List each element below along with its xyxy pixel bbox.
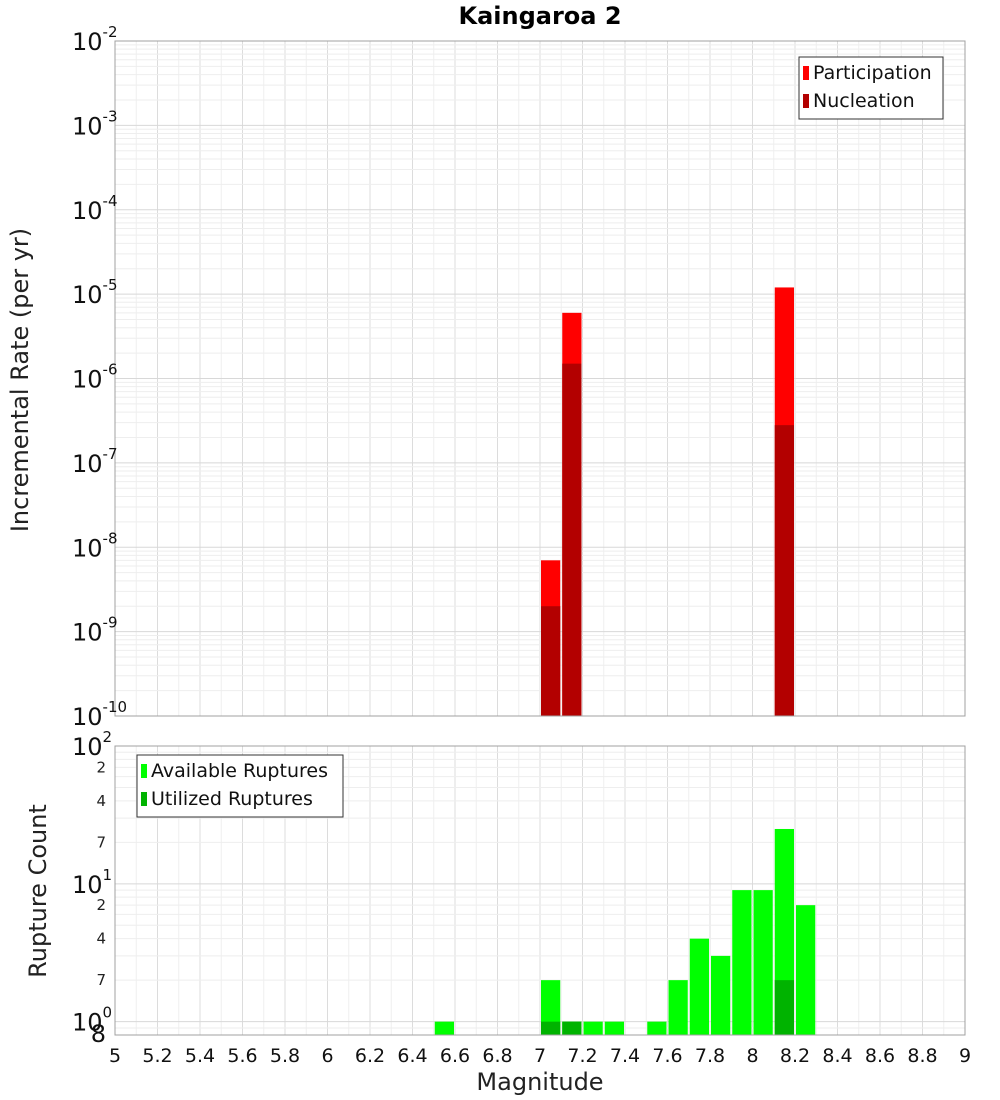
x-tick-label: 8.6	[865, 1045, 895, 1067]
x-tick-label: 6.6	[440, 1045, 470, 1067]
bar-available-ruptures-12	[796, 905, 816, 1035]
y-bottom-label: 8	[91, 1020, 106, 1048]
x-tick-label: 7.4	[610, 1045, 640, 1067]
legend: Available Ruptures Utilized Ruptures	[136, 754, 344, 818]
bar-available-ruptures-10	[753, 890, 773, 1035]
bar-available-ruptures-3	[583, 1021, 603, 1035]
y-tick-label: 10-9	[72, 614, 118, 647]
bar-utilized-ruptures-2	[774, 980, 794, 1035]
legend-swatch	[141, 764, 147, 778]
x-tick-label: 5.4	[185, 1045, 215, 1067]
legend-label: Available Ruptures	[151, 760, 328, 782]
y-tick-label: 10-2	[72, 23, 118, 56]
y-minor-tick-label: 2	[96, 896, 106, 914]
x-tick-label: 7.8	[695, 1045, 725, 1067]
x-tick-label: 8.8	[907, 1045, 937, 1067]
legend-swatch	[803, 66, 809, 80]
legend-swatch	[803, 94, 809, 108]
y-tick-label: 10-4	[72, 192, 118, 225]
y-tick-label: 10-3	[72, 107, 118, 140]
x-tick-label: 5.6	[227, 1045, 257, 1067]
x-tick-label: 5.2	[142, 1045, 172, 1067]
y-minor-tick-label: 4	[96, 930, 106, 948]
bar-nucleation-2	[774, 425, 794, 716]
x-tick-label: 6.8	[482, 1045, 512, 1067]
chart-title: Kaingaroa 2	[458, 2, 621, 30]
x-tick-label: 9	[959, 1045, 971, 1067]
x-tick-label: 7.2	[567, 1045, 597, 1067]
bar-available-ruptures-4	[604, 1021, 624, 1035]
plot-border	[114, 40, 966, 717]
x-tick-label: 8.2	[780, 1045, 810, 1067]
bar-utilized-ruptures-1	[562, 1021, 582, 1035]
y-minor-tick-label: 2	[96, 758, 106, 776]
x-tick-label: 6	[321, 1045, 333, 1067]
y-minor-tick-label: 4	[96, 792, 106, 810]
y-tick-label: 10-10	[72, 698, 127, 731]
y-tick-label: 100	[72, 1004, 112, 1037]
x-tick-label: 8.4	[822, 1045, 852, 1067]
x-tick-label: 6.4	[397, 1045, 427, 1067]
x-tick-label: 6.2	[355, 1045, 385, 1067]
x-tick-label: 8	[746, 1045, 758, 1067]
legend: Participation Nucleation	[798, 56, 944, 120]
bar-available-ruptures-6	[668, 980, 688, 1035]
legend-swatch	[141, 792, 147, 806]
y-tick-label: 10-6	[72, 361, 118, 394]
legend-label: Participation	[813, 62, 932, 84]
bar-available-ruptures-7	[689, 938, 709, 1035]
bar-nucleation-0	[541, 606, 561, 716]
plot-border	[114, 745, 966, 1036]
y-tick-label: 10-5	[72, 276, 118, 309]
x-tick-label: 7	[534, 1045, 546, 1067]
y-tick-label: 101	[72, 866, 112, 899]
y-tick-label: 102	[72, 728, 112, 761]
rate-panel: 10-10 10-9 10-8 10-7 10-6 10-5 10-4 10-3 10-2 Par…	[72, 23, 966, 731]
x-tick-label: 5	[109, 1045, 121, 1067]
x-tick-label: 5.8	[270, 1045, 300, 1067]
rate-y-axis-label: Incremental Rate (per yr)	[6, 228, 34, 532]
y-minor-tick-label: 7	[96, 833, 106, 851]
bar-available-ruptures-0	[434, 1021, 454, 1035]
x-tick-label: 7.6	[652, 1045, 682, 1067]
y-tick-label: 10-8	[72, 529, 118, 562]
legend-label: Nucleation	[813, 90, 915, 112]
bar-utilized-ruptures-0	[541, 1021, 561, 1035]
x-axis-label: Magnitude	[476, 1068, 603, 1096]
bar-available-ruptures-8	[711, 955, 731, 1035]
count-y-axis-label: Rupture Count	[24, 804, 52, 978]
y-tick-label: 10-7	[72, 445, 118, 478]
bar-available-ruptures-9	[732, 890, 752, 1035]
bar-nucleation-1	[562, 363, 582, 716]
legend-label: Utilized Ruptures	[151, 788, 313, 810]
bar-available-ruptures-5	[647, 1021, 667, 1035]
y-minor-tick-label: 7	[96, 971, 106, 989]
bar-available-ruptures-1	[541, 980, 561, 1035]
